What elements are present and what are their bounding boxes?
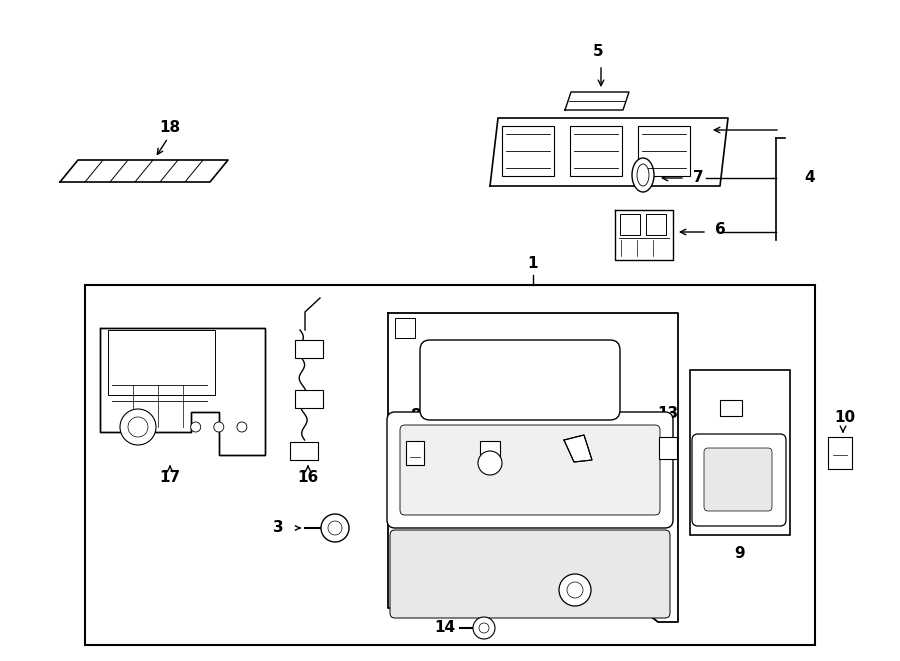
Text: 4: 4 xyxy=(805,171,815,186)
Circle shape xyxy=(567,582,583,598)
Bar xyxy=(720,400,742,416)
Circle shape xyxy=(478,451,502,475)
FancyBboxPatch shape xyxy=(387,412,673,528)
Bar xyxy=(828,437,852,469)
Circle shape xyxy=(328,521,342,535)
Text: 16: 16 xyxy=(297,471,319,485)
FancyBboxPatch shape xyxy=(420,340,620,420)
FancyBboxPatch shape xyxy=(400,425,660,515)
Bar xyxy=(480,441,500,459)
Polygon shape xyxy=(100,328,265,455)
Circle shape xyxy=(128,417,148,437)
Polygon shape xyxy=(388,313,678,622)
Bar xyxy=(646,214,666,235)
Bar xyxy=(85,285,815,645)
Text: 18: 18 xyxy=(159,120,181,136)
Circle shape xyxy=(120,409,156,445)
Bar xyxy=(620,214,640,235)
FancyBboxPatch shape xyxy=(390,530,670,618)
Text: 12: 12 xyxy=(564,407,586,422)
Text: 9: 9 xyxy=(734,545,745,561)
Text: 10: 10 xyxy=(834,410,856,426)
Text: 1: 1 xyxy=(527,256,538,270)
Text: 8: 8 xyxy=(410,407,420,422)
Text: 17: 17 xyxy=(159,471,181,485)
Text: 3: 3 xyxy=(273,520,284,535)
Bar xyxy=(690,370,790,535)
Polygon shape xyxy=(564,435,592,462)
Circle shape xyxy=(479,623,489,633)
Polygon shape xyxy=(60,160,228,182)
Polygon shape xyxy=(615,210,673,260)
FancyBboxPatch shape xyxy=(704,448,772,511)
FancyBboxPatch shape xyxy=(692,434,786,526)
Bar xyxy=(295,340,323,358)
Text: 11: 11 xyxy=(730,377,750,391)
Bar xyxy=(295,390,323,408)
Polygon shape xyxy=(565,92,629,110)
Text: 15: 15 xyxy=(609,582,631,598)
Text: 5: 5 xyxy=(593,44,603,59)
Circle shape xyxy=(321,514,349,542)
Bar xyxy=(406,441,424,465)
Circle shape xyxy=(473,617,495,639)
Ellipse shape xyxy=(637,164,649,186)
Circle shape xyxy=(214,422,224,432)
Text: 7: 7 xyxy=(693,171,703,186)
Bar xyxy=(570,126,622,176)
Bar xyxy=(659,437,677,459)
Circle shape xyxy=(237,422,247,432)
Bar xyxy=(502,126,554,176)
Polygon shape xyxy=(490,118,728,186)
Text: 2: 2 xyxy=(484,407,495,422)
Ellipse shape xyxy=(632,158,654,192)
Bar xyxy=(290,442,318,460)
Circle shape xyxy=(191,422,201,432)
Text: 13: 13 xyxy=(657,405,679,420)
Bar xyxy=(108,330,215,395)
Bar xyxy=(638,126,690,176)
Circle shape xyxy=(559,574,591,606)
Text: 14: 14 xyxy=(435,621,455,635)
Bar xyxy=(395,318,415,338)
Text: 6: 6 xyxy=(715,223,725,237)
